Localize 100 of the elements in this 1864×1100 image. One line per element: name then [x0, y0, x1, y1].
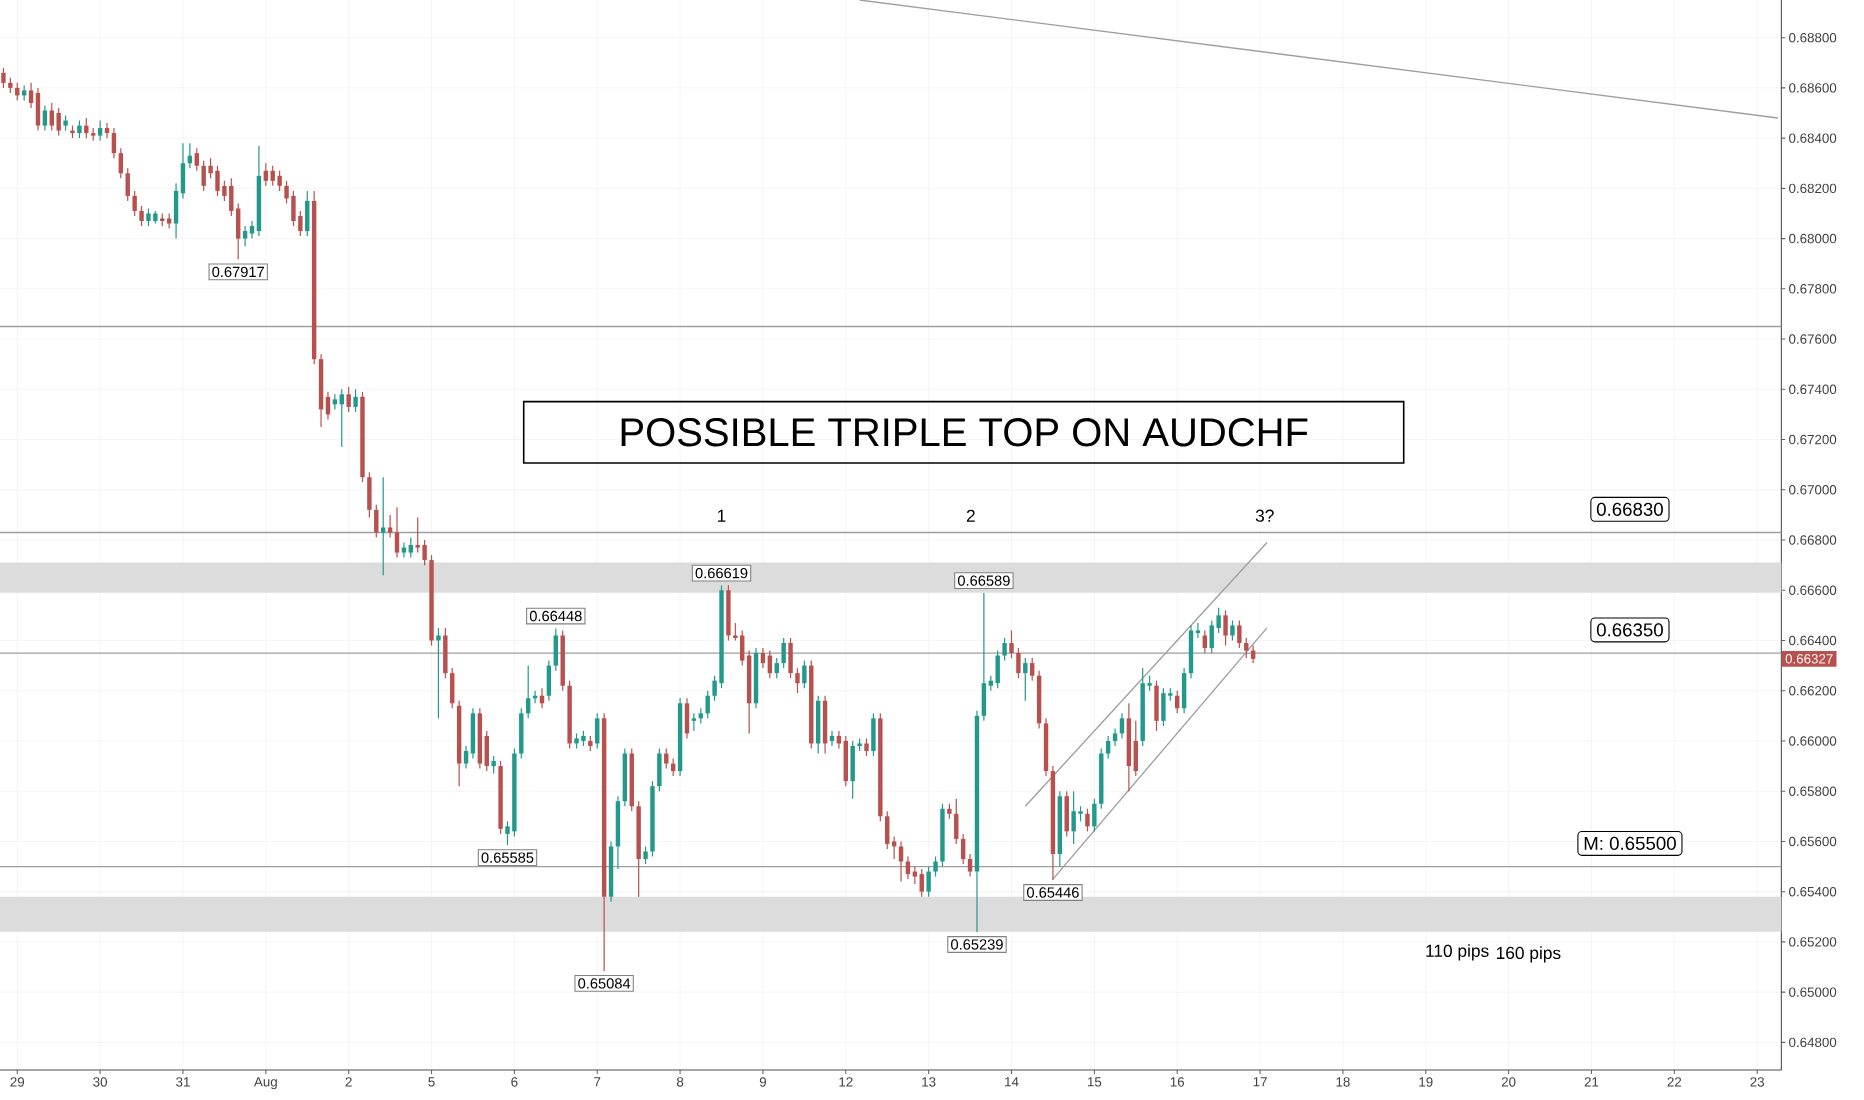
candlestick — [657, 747, 662, 792]
candlestick — [125, 167, 130, 202]
candlestick — [995, 649, 1000, 689]
candlestick — [615, 795, 621, 870]
candlestick — [367, 471, 372, 519]
candlestick — [450, 667, 455, 709]
candlestick — [684, 697, 690, 740]
candlestick — [967, 853, 973, 878]
annotation: 1 — [717, 509, 726, 522]
candlestick — [954, 798, 959, 845]
candlestick — [664, 747, 669, 770]
candlestick — [104, 122, 110, 139]
annotation: 110 pips — [1426, 944, 1489, 961]
candlestick — [35, 87, 41, 132]
annotation: 160 pips — [1496, 946, 1561, 963]
candlestick — [525, 665, 531, 719]
candlestick — [829, 730, 835, 747]
annotation: 2 — [966, 509, 975, 522]
candlestick — [139, 205, 144, 227]
candlestick — [898, 840, 904, 883]
candlestick — [760, 647, 766, 669]
candlestick — [1244, 637, 1249, 659]
candlestick — [415, 516, 420, 554]
candlestick — [1237, 619, 1242, 649]
candlestick — [277, 170, 282, 192]
candlestick — [215, 165, 220, 197]
candlestick — [960, 833, 966, 865]
candlestick — [871, 712, 876, 757]
candlestick — [408, 536, 414, 559]
candlestick — [346, 386, 351, 413]
candlestick — [84, 117, 89, 139]
candlestick — [1016, 647, 1021, 679]
candlestick — [263, 162, 269, 187]
candlestick — [919, 868, 924, 898]
candlestick — [305, 190, 310, 237]
candlestick — [270, 165, 275, 187]
candlestick — [387, 514, 393, 539]
candlestick — [1202, 629, 1208, 654]
candlestick — [201, 160, 206, 192]
candlestick — [1223, 609, 1228, 647]
candlestick — [1181, 667, 1187, 714]
candlestick — [788, 637, 793, 679]
candlestick — [291, 190, 296, 227]
candlestick — [981, 592, 987, 722]
candlestick — [332, 393, 338, 410]
candlestick — [795, 667, 800, 694]
candlestick — [1085, 808, 1090, 832]
candlestick — [97, 119, 103, 142]
candlestick — [1105, 735, 1111, 760]
candlestick — [470, 707, 476, 760]
candlestick — [691, 712, 697, 732]
candlestick — [339, 388, 344, 448]
candlestick — [436, 627, 441, 719]
candlestick — [926, 865, 931, 898]
candlestick — [1064, 790, 1069, 837]
ref-line-label: 0.66350 — [1596, 623, 1663, 637]
candlestick — [850, 740, 855, 800]
candlestick — [1230, 619, 1235, 642]
candlestick — [1071, 790, 1076, 845]
text: POSSIBLE TRIPLE TOP ON AUDCHF — [621, 418, 1308, 447]
candlestick — [194, 147, 199, 172]
candlestick — [885, 810, 890, 850]
candlestick — [1009, 629, 1014, 659]
candlestick — [443, 627, 448, 679]
candlestick — [781, 637, 786, 669]
candlestick — [1154, 680, 1159, 732]
candlestick — [1, 67, 6, 89]
candlestick — [118, 147, 124, 179]
candlestick — [595, 712, 600, 750]
candlestick — [774, 657, 779, 679]
candlestick — [374, 504, 379, 539]
candlestick — [1188, 624, 1194, 679]
candlestick — [353, 388, 358, 413]
candlestick — [1023, 657, 1028, 702]
candlestick — [1126, 702, 1132, 792]
candlestick — [111, 127, 117, 159]
candlestick — [56, 107, 61, 137]
candlestick — [42, 104, 48, 132]
candlestick — [422, 539, 427, 566]
candlestick — [519, 707, 524, 760]
candlestick — [401, 541, 407, 559]
candlestick — [933, 855, 938, 878]
annotation: 3? — [1255, 509, 1274, 522]
candlestick — [1002, 637, 1007, 662]
candlestick — [1209, 619, 1214, 654]
candlestick — [802, 659, 807, 689]
ref-line-label: 0.66830 — [1596, 502, 1663, 516]
candlestick — [843, 735, 848, 787]
candlestick — [553, 627, 559, 672]
candlestick — [705, 690, 710, 719]
candlestick — [726, 584, 731, 642]
candlestick — [1161, 687, 1166, 727]
candlestick — [1030, 657, 1035, 682]
candlestick — [1119, 712, 1125, 740]
ref-line-label: M: 0.65500 — [1584, 836, 1676, 850]
candlestick — [1043, 717, 1049, 777]
candlestick — [1133, 720, 1138, 777]
candlestick — [380, 476, 386, 576]
candlestick — [394, 506, 400, 559]
candlestick — [546, 659, 552, 702]
